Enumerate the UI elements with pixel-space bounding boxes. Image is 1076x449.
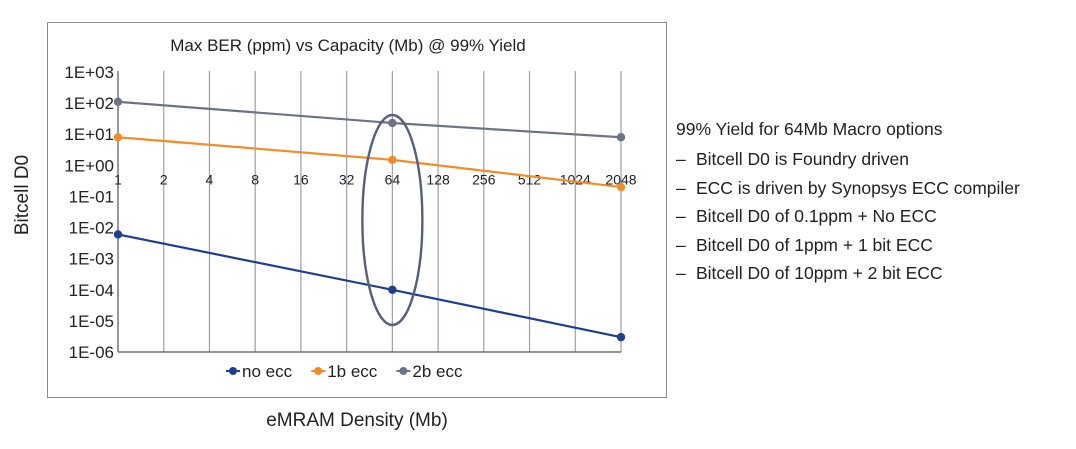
x-tick-label: 256	[472, 171, 496, 187]
legend: no ecc 1b ecc 2b ecc	[226, 362, 463, 381]
x-tick-label: 128	[426, 171, 450, 187]
chart-title: Max BER (ppm) vs Capacity (Mb) @ 99% Yie…	[170, 36, 525, 55]
y-tick-label: 1E-01	[69, 187, 114, 206]
y-tick-label: 1E+00	[64, 156, 114, 175]
x-axis: 1 2 4 8 16 32 64 128 256 512 1024 2048	[114, 171, 637, 353]
x-tick-label: 8	[251, 171, 259, 187]
notes-item-text: Bitcell D0 of 0.1ppm + No ECC	[696, 206, 937, 226]
notes-panel: 99% Yield for 64Mb Macro options – Bitcel…	[676, 117, 1071, 290]
y-tick-label: 1E-04	[69, 281, 114, 300]
series-point	[388, 118, 397, 128]
series-line	[117, 100, 622, 139]
legend-label: 2b ecc	[412, 362, 463, 381]
grid-lines	[163, 71, 622, 352]
chart-svg: Max BER (ppm) vs Capacity (Mb) @ 99% Yie…	[64, 36, 637, 381]
legend-swatch	[229, 367, 237, 375]
notes-item: – Bitcell D0 of 10ppm + 2 bit ECC	[676, 261, 1071, 285]
notes-item-text: Bitcell D0 of 1ppm + 1 bit ECC	[696, 234, 933, 255]
y-tick-label: 1E-05	[69, 312, 114, 331]
series-point	[388, 155, 397, 165]
x-tick-label: 64	[385, 171, 401, 187]
notes-item: – ECC is driven by Synopsys ECC compiler	[676, 176, 1071, 200]
x-tick-label: 1	[114, 171, 122, 187]
series-point	[616, 332, 626, 342]
dash-bullet: –	[676, 234, 686, 255]
y-axis-title: Bitcell D0	[12, 154, 33, 236]
highlight-ellipse	[361, 113, 424, 327]
notes-item-text: ECC is driven by Synopsys ECC compiler	[696, 177, 1020, 198]
series-point	[113, 133, 123, 142]
legend-swatch	[314, 367, 323, 375]
y-tick-label: 1E+02	[64, 94, 114, 113]
y-axis-title-wrap: Bitcell D0	[8, 95, 38, 295]
x-tick-label: 512	[518, 171, 542, 187]
dash-bullet: –	[676, 149, 686, 169]
y-tick-label: 1E+01	[64, 125, 114, 144]
y-tick-label: 1E-06	[69, 343, 114, 362]
y-tick-label: 1E+03	[64, 63, 114, 82]
x-tick-label: 4	[206, 171, 214, 187]
x-tick-label: 2048	[605, 171, 636, 187]
x-tick-label: 32	[339, 171, 355, 187]
y-tick-label: 1E-03	[69, 250, 114, 269]
series-point	[616, 182, 626, 192]
series-lines	[113, 97, 626, 342]
legend-label: no ecc	[242, 362, 293, 381]
dash-bullet: –	[676, 263, 686, 283]
notes-item: – Bitcell D0 of 1ppm + 1 bit ECC	[676, 233, 1071, 257]
y-tick-label: 1E-02	[69, 219, 114, 238]
dash-bullet: –	[676, 177, 686, 198]
chart-frame: Max BER (ppm) vs Capacity (Mb) @ 99% Yie…	[47, 22, 667, 398]
notes-item: – Bitcell D0 of 0.1ppm + No ECC	[676, 204, 1071, 228]
series-point	[616, 133, 626, 142]
x-axis-title: eMRAM Density (Mb)	[266, 410, 448, 431]
x-tick-label: 2	[160, 171, 168, 187]
legend-swatch	[399, 367, 408, 375]
x-tick-label: 16	[293, 171, 309, 187]
notes-heading: 99% Yield for 64Mb Macro options	[676, 119, 943, 139]
notes-item-text: Bitcell D0 is Foundry driven	[696, 149, 909, 169]
dash-bullet: –	[676, 206, 686, 226]
series-point	[113, 97, 123, 107]
series-point	[388, 285, 397, 294]
legend-label: 1b ecc	[327, 362, 378, 381]
notes-item-text: Bitcell D0 of 10ppm + 2 bit ECC	[696, 263, 943, 283]
series-line	[117, 136, 622, 189]
notes-list: – Bitcell D0 is Foundry driven – ECC is dr…	[676, 147, 1071, 285]
y-axis: 1E+03 1E+02 1E+01 1E+00 1E-01 1E-02 1E-03 1E-04…	[64, 63, 119, 362]
notes-item: – Bitcell D0 is Foundry driven	[676, 147, 1071, 171]
annotation-layer	[361, 113, 424, 327]
series-point	[113, 230, 123, 239]
